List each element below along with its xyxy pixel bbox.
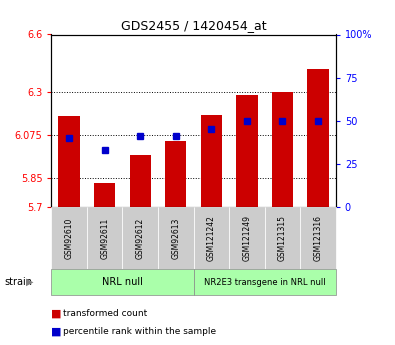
Text: GSM121316: GSM121316 (314, 215, 322, 261)
Text: NR2E3 transgene in NRL null: NR2E3 transgene in NRL null (204, 277, 325, 287)
Text: GSM121315: GSM121315 (278, 215, 287, 261)
Text: GSM92610: GSM92610 (65, 217, 73, 259)
Bar (130, 155, 151, 207)
Text: GSM121249: GSM121249 (243, 215, 251, 261)
Text: GSM92611: GSM92611 (100, 217, 109, 259)
Text: ■: ■ (51, 326, 62, 336)
Bar (58, 116, 80, 207)
Bar (165, 141, 186, 207)
Text: percentile rank within the sample: percentile rank within the sample (63, 327, 216, 336)
Text: NRL null: NRL null (102, 277, 143, 287)
Bar (307, 69, 329, 207)
Bar (201, 115, 222, 207)
Text: transformed count: transformed count (63, 309, 147, 318)
Text: ▶: ▶ (26, 277, 33, 287)
Title: GDS2455 / 1420454_at: GDS2455 / 1420454_at (121, 19, 266, 32)
Text: strain: strain (4, 277, 32, 287)
Bar (236, 95, 258, 207)
Text: ■: ■ (51, 309, 62, 319)
Bar (272, 92, 293, 207)
Text: GSM92613: GSM92613 (171, 217, 180, 259)
Bar (94, 183, 115, 207)
Text: GSM92612: GSM92612 (136, 217, 145, 259)
Text: GSM121242: GSM121242 (207, 215, 216, 261)
